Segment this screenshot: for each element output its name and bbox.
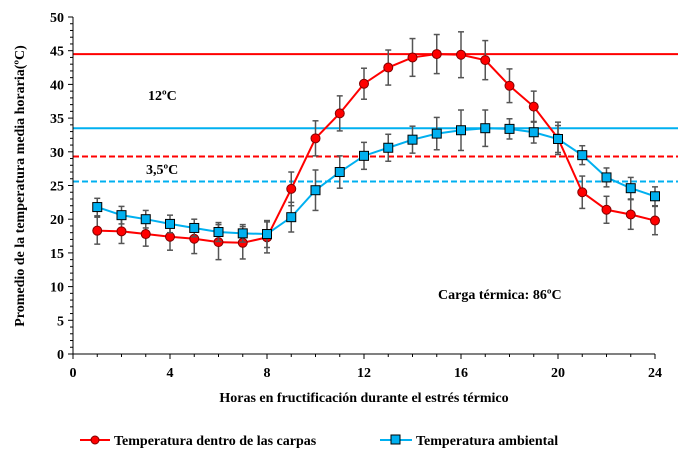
y-tick-label: 5 <box>57 314 64 329</box>
data-point <box>577 150 588 161</box>
data-point <box>310 185 321 196</box>
data-point <box>189 222 200 233</box>
data-point <box>625 183 636 194</box>
x-tick-label: 4 <box>167 366 174 381</box>
data-point <box>165 231 175 242</box>
data-point <box>601 172 612 183</box>
y-tick-label: 50 <box>50 11 64 26</box>
data-point <box>456 125 466 136</box>
data-point <box>310 133 321 144</box>
data-point <box>286 183 297 194</box>
data-point <box>165 218 175 229</box>
data-point <box>577 187 588 198</box>
x-tick-label: 24 <box>648 366 662 381</box>
data-point <box>359 150 369 161</box>
data-point <box>407 52 418 63</box>
y-tick-label: 45 <box>50 45 64 60</box>
data-point <box>650 215 660 226</box>
data-point <box>601 204 612 215</box>
data-point <box>359 78 369 89</box>
data-point <box>504 80 515 91</box>
legend-marker-ambient <box>390 434 401 445</box>
y-tick-label: 10 <box>50 281 64 296</box>
data-point <box>237 228 248 239</box>
data-point <box>650 191 660 202</box>
data-point <box>528 127 539 138</box>
data-point <box>213 227 224 238</box>
x-tick-label: 20 <box>551 366 565 381</box>
data-point <box>334 167 345 178</box>
y-axis-label: Promedio de la temperatura media horaria… <box>13 45 28 327</box>
y-tick-label: 15 <box>50 247 64 262</box>
y-tick-label: 30 <box>50 146 64 161</box>
data-point <box>286 212 297 223</box>
data-point <box>456 49 466 60</box>
y-tick-label: 25 <box>50 180 64 195</box>
data-point <box>334 108 345 119</box>
x-tick-label: 12 <box>357 366 371 381</box>
data-point <box>528 101 539 112</box>
series-ambient <box>92 109 660 249</box>
data-point <box>383 62 394 73</box>
y-tick-label: 40 <box>50 78 64 93</box>
x-tick-label: 0 <box>70 366 77 381</box>
data-point <box>431 128 442 139</box>
data-point <box>140 214 151 225</box>
data-point <box>553 133 563 144</box>
legend-label-ambient: Temperatura ambiental <box>416 434 558 449</box>
data-point <box>116 226 127 237</box>
legend: Temperatura dentro de las carpas Tempera… <box>80 434 558 449</box>
data-point <box>262 229 272 240</box>
data-point <box>116 210 127 221</box>
legend-label-inside: Temperatura dentro de las carpas <box>114 434 317 449</box>
data-point <box>407 134 418 145</box>
x-axis-label: Horas en fructificación durante el estré… <box>219 391 508 406</box>
data-point <box>504 123 515 134</box>
annotation-thermal-load: Carga térmica: 86ºC <box>438 288 562 303</box>
y-tick-label: 35 <box>50 112 64 127</box>
data-point <box>625 209 636 220</box>
annotation-delta-high: 12ºC <box>148 89 177 104</box>
data-point <box>383 142 394 153</box>
y-tick-label: 20 <box>50 213 64 228</box>
data-point <box>480 123 491 134</box>
annotation-delta-low: 3,5ºC <box>146 163 178 178</box>
data-point <box>480 55 491 66</box>
x-tick-label: 16 <box>454 366 468 381</box>
data-point <box>140 229 151 240</box>
x-tick-label: 8 <box>264 366 271 381</box>
legend-marker-inside <box>90 435 100 445</box>
data-point <box>431 49 442 60</box>
y-tick-label: 0 <box>57 348 64 363</box>
data-point <box>92 202 103 213</box>
data-point <box>92 225 103 236</box>
